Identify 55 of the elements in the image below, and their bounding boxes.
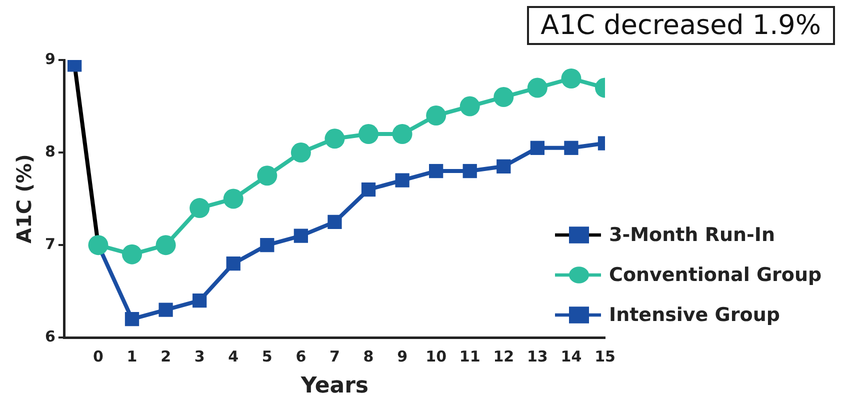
- x-tick-label: 1: [126, 347, 138, 366]
- x-tick-label: 5: [262, 347, 272, 366]
- point: [257, 166, 278, 186]
- x-tick-label: 12: [493, 347, 514, 366]
- x-tick-label: 4: [228, 347, 239, 366]
- y-tick-label: 8: [45, 142, 56, 160]
- point: [527, 78, 548, 98]
- point: [361, 182, 376, 197]
- x-tick-label: 3: [194, 347, 205, 366]
- point: [561, 68, 582, 89]
- point: [496, 159, 511, 174]
- point: [226, 256, 240, 271]
- x-tick-label: 6: [296, 347, 306, 366]
- x-tick-label: 15: [594, 347, 616, 366]
- point: [392, 124, 412, 144]
- point: [223, 188, 244, 209]
- point: [156, 235, 176, 256]
- point: [294, 228, 308, 243]
- point: [122, 244, 142, 264]
- point: [530, 140, 544, 155]
- x-tick-label: 11: [459, 347, 480, 366]
- point: [88, 235, 108, 256]
- point: [290, 142, 311, 163]
- point: [426, 106, 446, 126]
- x-tick-label: 14: [560, 347, 582, 366]
- x-tick-label: 9: [397, 347, 408, 366]
- x-tick-label: 13: [526, 347, 548, 366]
- legend-label: Conventional Group: [609, 264, 822, 286]
- legend-label: Intensive Group: [609, 304, 780, 326]
- point: [190, 198, 210, 218]
- x-tick-label: 8: [363, 347, 374, 366]
- y-axis-title: A1C (%): [12, 154, 36, 244]
- point: [494, 87, 514, 108]
- x-tick-label: 10: [426, 347, 447, 366]
- x-axis-title: Years: [300, 374, 369, 399]
- point: [328, 214, 342, 230]
- point: [564, 140, 578, 155]
- x-tick-label: 7: [330, 347, 340, 366]
- y-tick-label: 9: [45, 50, 56, 68]
- point: [462, 164, 477, 178]
- point: [260, 238, 274, 252]
- point: [358, 124, 379, 144]
- x-tick-label: 2: [160, 347, 172, 366]
- y-tick-label: 7: [45, 234, 56, 253]
- point: [324, 128, 345, 149]
- y-tick-label: 6: [45, 327, 56, 346]
- text: A1C decreased 1.9%: [540, 10, 821, 41]
- x-tick-label: 0: [93, 347, 104, 366]
- point: [395, 173, 410, 188]
- point: [124, 312, 140, 326]
- point: [460, 96, 480, 116]
- point: [158, 302, 173, 317]
- legend-label: 3-Month Run-In: [609, 224, 775, 246]
- point: [192, 294, 207, 308]
- point: [429, 164, 444, 178]
